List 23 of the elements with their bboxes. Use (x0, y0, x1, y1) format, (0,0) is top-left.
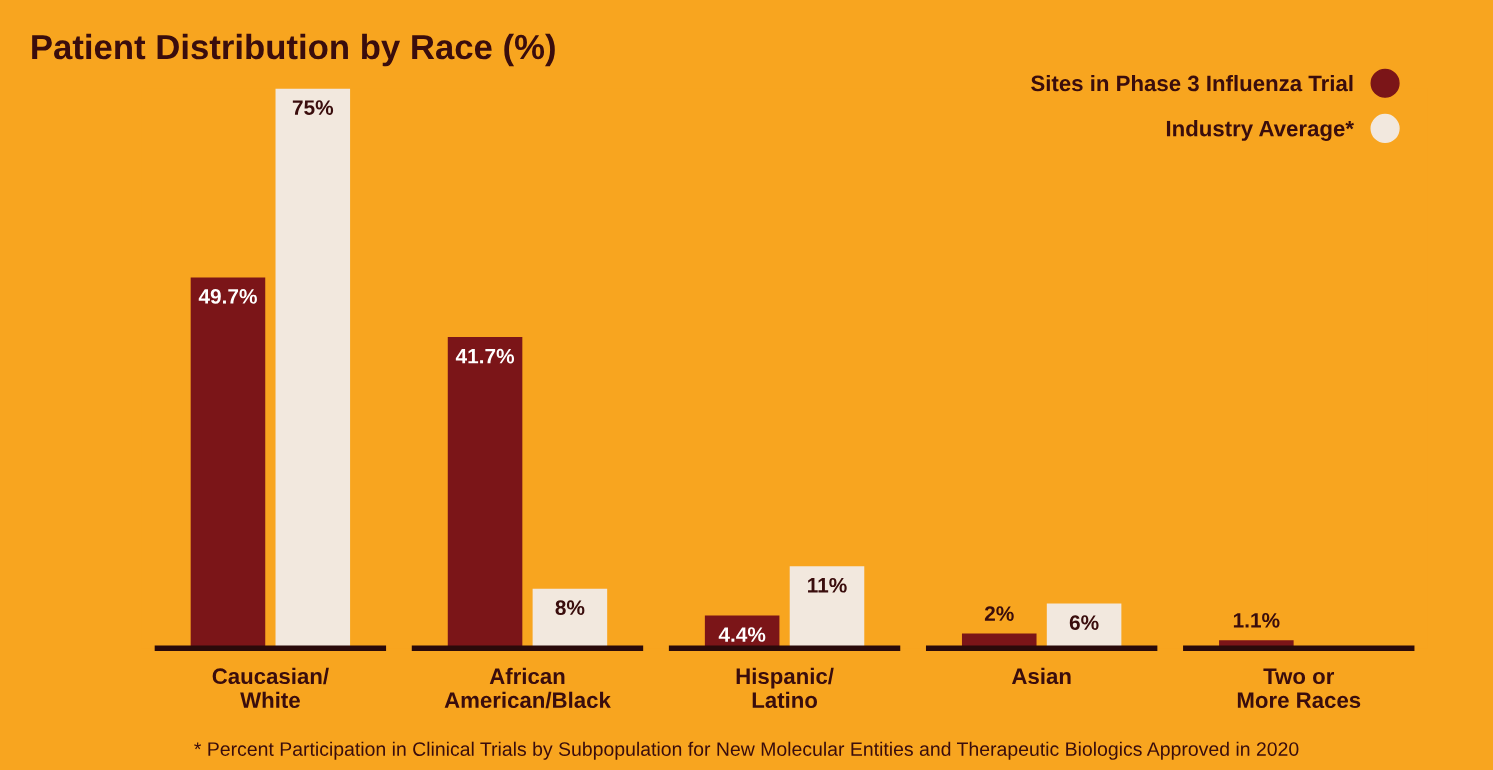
chart-title: Patient Distribution by Race (%) (32, 33, 555, 67)
data-label: 11% (808, 577, 847, 593)
data-label: 49.7% (198, 289, 257, 304)
bar (275, 88, 351, 649)
x-tick-label: Caucasian/ White (212, 667, 329, 709)
data-label: 2% (984, 606, 1014, 621)
data-label: 1.1% (1233, 612, 1280, 628)
data-label: 41.7% (455, 348, 515, 364)
x-tick-label: Hispanic/ Latino (736, 667, 834, 709)
x-tick-label: African American/Black (444, 667, 611, 709)
text: * Percent Participation in Clinical Trials by Subpopulation for New Molecular Entities and Therapeutic Biologics Approved in 2020 (194, 741, 1299, 760)
bar (190, 277, 266, 649)
x-tick-label: Asian (1011, 667, 1071, 685)
data-label: 4.4% (718, 627, 766, 642)
bar (532, 588, 608, 649)
data-label: 6% (1069, 615, 1099, 630)
bar (789, 566, 865, 649)
data-label: 75% (292, 100, 334, 115)
bar (447, 337, 523, 649)
data-label: 8% (555, 600, 585, 616)
x-tick-label: Two or More Races (1237, 668, 1361, 709)
legend-label: Sites in Phase 3 Influenza Trial (1031, 74, 1353, 92)
legend-label: Industry Average* (1166, 120, 1354, 141)
